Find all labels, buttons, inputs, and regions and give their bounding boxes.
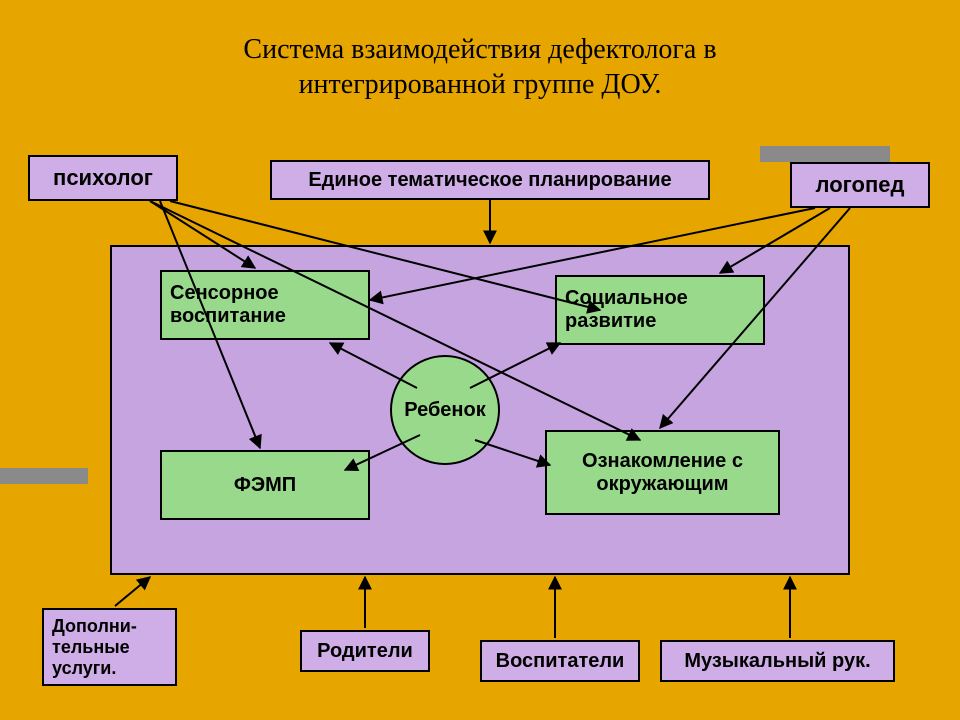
decor-bar-left <box>0 468 88 484</box>
box-logoped-label: логопед <box>816 172 905 198</box>
child-label: Ребенок <box>404 399 485 422</box>
box-educators: Воспитатели <box>480 640 640 682</box>
box-extra: Дополни- тельные услуги. <box>42 608 177 686</box>
box-social-label: Социальное развитие <box>565 287 755 333</box>
box-music-label: Музыкальный рук. <box>684 650 870 673</box>
box-logoped: логопед <box>790 162 930 208</box>
slide-title: Система взаимодействия дефектолога в инт… <box>140 32 820 102</box>
box-psychologist-label: психолог <box>53 165 153 191</box>
box-femp: ФЭМП <box>160 450 370 520</box>
box-educators-label: Воспитатели <box>496 650 625 673</box>
box-parents: Родители <box>300 630 430 672</box>
box-sensory-label: Сенсорное воспитание <box>170 282 360 328</box>
box-music: Музыкальный рук. <box>660 640 895 682</box>
box-surround-label: Ознакомление с окружающим <box>555 450 770 496</box>
box-psychologist: психолог <box>28 155 178 201</box>
box-parents-label: Родители <box>317 640 413 663</box>
decor-bar-top <box>760 146 890 162</box>
box-femp-label: ФЭМП <box>234 474 296 497</box>
box-social: Социальное развитие <box>555 275 765 345</box>
box-planning-label: Единое тематическое планирование <box>308 169 671 192</box>
box-sensory: Сенсорное воспитание <box>160 270 370 340</box>
child-circle: Ребенок <box>390 355 500 465</box>
box-surround: Ознакомление с окружающим <box>545 430 780 515</box>
box-planning: Единое тематическое планирование <box>270 160 710 200</box>
box-extra-label: Дополни- тельные услуги. <box>52 616 167 679</box>
